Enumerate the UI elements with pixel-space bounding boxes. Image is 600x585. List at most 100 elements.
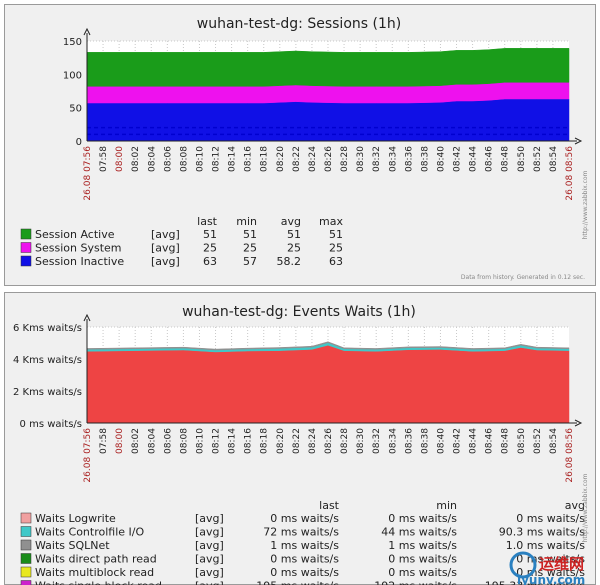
legend-series-name: Session System (35, 242, 122, 255)
legend-value-min: 51 (243, 228, 257, 241)
legend-header-last: last (197, 215, 218, 228)
x-tick-label: 08:04 (147, 428, 157, 454)
legend-swatch (20, 553, 32, 564)
legend-series-name: Session Inactive (35, 255, 124, 268)
legend-value-min: 0 ms waits/s (388, 566, 457, 579)
x-tick-label: 07:58 (99, 146, 109, 172)
legend-header-avg: avg (281, 215, 301, 228)
legend-swatch (20, 255, 32, 267)
legend-value-last: 1 ms waits/s (270, 539, 339, 552)
x-axis-arrow-icon (574, 419, 583, 427)
y-tick-label: 0 ms waits/s (20, 419, 82, 430)
legend-value-min: 0 ms waits/s (388, 553, 457, 566)
legend-func: [avg] (151, 255, 180, 268)
x-tick-label: 08:12 (212, 146, 222, 172)
legend-func: [avg] (151, 242, 180, 255)
x-tick-label: 08:50 (517, 146, 527, 172)
legend-series-name: Waits single block read (35, 580, 162, 585)
x-tick-label: 08:30 (356, 146, 366, 172)
x-tick-label: 08:02 (131, 146, 141, 172)
legend-value-avg: 90.3 ms waits/s (499, 526, 585, 539)
x-tick-label: 08:54 (549, 428, 559, 454)
legend-series-name: Waits Controlfile I/O (35, 526, 144, 539)
legend-func: [avg] (195, 580, 224, 585)
legend-header-avg: avg (565, 499, 585, 512)
legend-value-min: 57 (243, 255, 257, 268)
legend-swatch (20, 512, 32, 524)
x-tick-label: 08:06 (163, 146, 173, 172)
legend-value-last: 0 ms waits/s (270, 566, 339, 579)
sessions-areas (86, 48, 570, 142)
x-tick-label: 08:44 (469, 428, 479, 454)
legend-series-name: Waits Logwrite (35, 512, 116, 525)
legend-header-last: last (319, 499, 340, 512)
watermark-logo-icon (509, 551, 537, 579)
x-tick-label: 08:08 (179, 146, 189, 172)
x-tick-label: 08:34 (388, 146, 398, 172)
waits-x-ticks: 26.08 07:56 07:58 08:00 08:02 08:04 08:06 08:0… (83, 428, 575, 483)
legend-value-max: 51 (329, 228, 343, 241)
legend-swatch (20, 580, 32, 585)
series-area-session-active (86, 48, 570, 87)
legend-func: [avg] (195, 512, 224, 525)
x-end-label: 26.08 08:56 (565, 428, 575, 483)
y-tick-label: 100 (63, 70, 82, 81)
x-tick-label: 08:22 (292, 146, 302, 172)
x-tick-label: 08:00 (115, 146, 125, 172)
x-tick-label: 08:14 (228, 146, 238, 172)
y-axis-arrow-icon (83, 27, 91, 36)
x-tick-label: 08:18 (260, 146, 270, 172)
legend-value-avg: 25 (287, 242, 301, 255)
x-tick-label: 08:34 (388, 428, 398, 454)
legend-series-name: Waits multiblock read (35, 566, 154, 579)
x-tick-label: 08:40 (436, 146, 446, 172)
legend-value-max: 63 (329, 255, 343, 268)
x-tick-label: 08:30 (356, 428, 366, 454)
sessions-legend: last min avg max Session Active [avg] 51 51 51 51… (20, 215, 343, 268)
waits-areas (86, 341, 570, 424)
x-tick-label: 08:24 (308, 146, 318, 172)
x-tick-label: 08:12 (212, 428, 222, 454)
x-tick-label: 08:48 (501, 146, 511, 172)
y-tick-label: 4 Kms waits/s (13, 355, 82, 366)
legend-header-max: max (319, 215, 343, 228)
legend-header-min: min (236, 215, 257, 228)
y-tick-label: 2 Kms waits/s (13, 387, 82, 398)
legend-value-avg: 1.0 ms waits/s (506, 539, 585, 552)
x-axis-arrow-icon (574, 137, 583, 145)
series-area-waits-single-block-read (86, 344, 570, 424)
legend-func: [avg] (195, 539, 224, 552)
x-tick-label: 08:22 (292, 428, 302, 454)
legend-value-min: 1 ms waits/s (388, 539, 457, 552)
legend-value-last: 0 ms waits/s (270, 553, 339, 566)
legend-series-name: Waits direct path read (35, 553, 157, 566)
sessions-axes (83, 27, 583, 145)
legend-func: [avg] (195, 566, 224, 579)
x-tick-label: 08:48 (501, 428, 511, 454)
y-tick-label: 150 (63, 37, 82, 48)
waits-legend: last min avg Waits Logwrite [avg] 0 ms waits/… (20, 499, 585, 585)
sessions-trigger-lines (87, 126, 569, 136)
x-tick-label: 08:28 (340, 146, 350, 172)
x-tick-label: 08:42 (453, 428, 463, 454)
x-tick-label: 08:40 (436, 428, 446, 454)
x-tick-label: 08:46 (485, 146, 495, 172)
x-tick-label: 08:10 (195, 146, 205, 172)
sessions-x-ticks: 26.08 07:56 07:58 08:00 08:02 08:04 08:06 08:0… (83, 146, 575, 201)
legend-value-min: 25 (243, 242, 257, 255)
x-tick-label: 08:20 (276, 428, 286, 454)
legend-swatch (20, 539, 32, 551)
x-tick-label: 08:06 (163, 428, 173, 454)
waits-axes (83, 313, 583, 427)
y-tick-label: 6 Kms waits/s (13, 323, 82, 334)
legend-swatch (20, 526, 32, 537)
x-tick-label: 08:04 (147, 146, 157, 172)
x-tick-label: 08:16 (244, 146, 254, 172)
waits-graph: wuhan-test-dg: Events Waits (1h) 0 ms wa… (4, 292, 596, 585)
legend-series-name: Session Active (35, 228, 115, 241)
x-tick-label: 08:10 (195, 428, 205, 454)
x-tick-label: 08:52 (533, 428, 543, 454)
x-tick-label: 08:32 (372, 428, 382, 454)
x-tick-label: 08:46 (485, 428, 495, 454)
x-tick-label: 08:28 (340, 428, 350, 454)
